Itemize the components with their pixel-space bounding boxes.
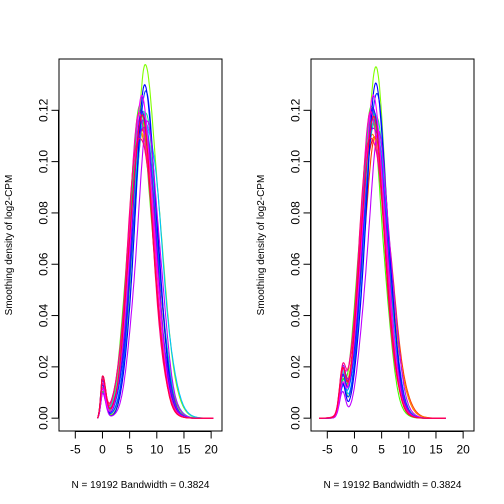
- y-tick-label: 0.02: [289, 355, 303, 379]
- y-tick-label: 0.00: [37, 406, 51, 430]
- x-axis-sub-label: N = 19192 Bandwidth = 0.3824: [72, 480, 210, 491]
- y-tick-label: 0.06: [289, 252, 303, 276]
- x-tick-label: 15: [177, 443, 191, 457]
- y-tick-label: 0.08: [37, 201, 51, 225]
- density-panel-normalized: -5 0 5 10 15 20 0.000.020.040.060.080.100.12 …: [256, 58, 475, 491]
- x-tick-label: 20: [204, 443, 218, 457]
- density-panel-raw: -5 0 5 10 15 20 0.000.020.040.060.080.100.12 …: [4, 58, 223, 491]
- x-tick-label: 5: [378, 443, 385, 457]
- y-axis-label: Smoothing density of log2-CPM: [256, 175, 267, 316]
- x-tick-label: 10: [150, 443, 164, 457]
- density-curves: [319, 66, 446, 419]
- density-curves: [97, 64, 214, 419]
- density-series: [97, 118, 214, 419]
- x-tick-label: 0: [99, 443, 106, 457]
- x-tick-label: 5: [126, 443, 133, 457]
- x-tick-label: 15: [429, 443, 443, 457]
- x-tick-label: 20: [456, 443, 470, 457]
- y-tick-label: 0.06: [37, 252, 51, 276]
- y-tick-label: 0.08: [289, 201, 303, 225]
- y-tick-label: 0.04: [37, 304, 51, 328]
- x-axis: -5 0 5 10 15 20: [70, 431, 218, 457]
- y-tick-label: 0.10: [37, 150, 51, 174]
- y-axis: 0.00 0.02 0.04 0.06 0.08 0.10 0.12: [37, 98, 59, 430]
- density-series: [97, 114, 214, 419]
- y-axis-label: Smoothing density of log2-CPM: [4, 175, 15, 316]
- density-series: [319, 115, 446, 419]
- y-tick-label: 0.04: [289, 304, 303, 328]
- x-axis-sub-label: N = 19192 Bandwidth = 0.3824: [324, 480, 462, 491]
- x-tick-label: -5: [70, 443, 81, 457]
- x-axis: -5 0 5 10 15 20: [322, 431, 470, 457]
- y-tick-label: 0.12: [37, 98, 51, 122]
- x-tick-label: 0: [351, 443, 358, 457]
- y-tick-label: 0.02: [37, 355, 51, 379]
- y-tick-label: 0.12: [289, 98, 303, 122]
- y-tick-label: 0.10: [289, 150, 303, 174]
- x-tick-label: -5: [322, 443, 333, 457]
- y-axis: 0.00 0.02 0.04 0.06 0.08 0.10 0.12: [289, 98, 311, 430]
- y-tick-label: 0.00: [289, 406, 303, 430]
- x-tick-label: 10: [402, 443, 416, 457]
